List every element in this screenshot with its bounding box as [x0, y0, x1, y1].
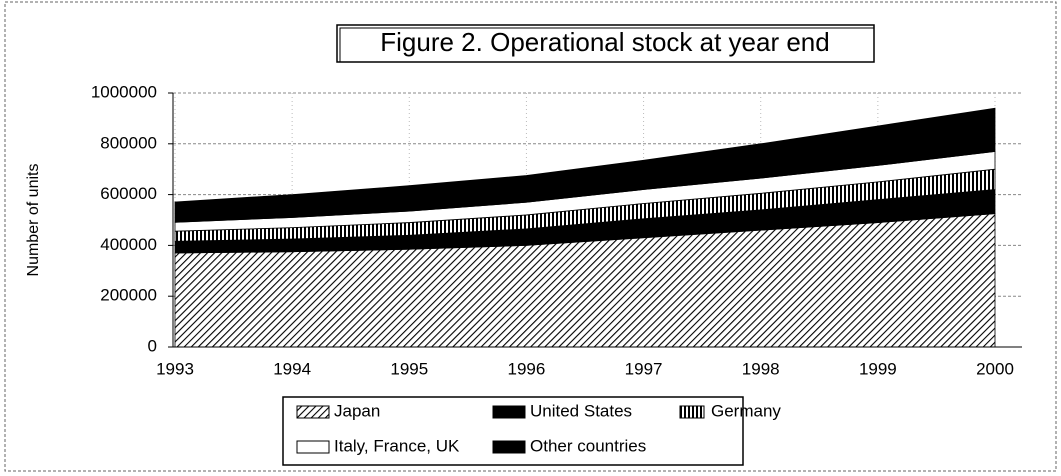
legend-label: Germany	[711, 401, 781, 420]
y-tick-label: 800000	[100, 133, 157, 152]
x-tick-label: 2000	[976, 359, 1014, 378]
area	[174, 107, 996, 223]
title-shadow	[339, 27, 875, 63]
x-tick-label: 1996	[508, 359, 546, 378]
frame	[4, 1, 1057, 472]
legend-swatch	[492, 440, 526, 454]
y-tick-label: 0	[148, 336, 157, 355]
x-tick-label: 1994	[273, 359, 311, 378]
legend-swatch	[679, 405, 705, 419]
legend-label: Italy, France, UK	[334, 436, 460, 455]
y-tick-label: 600000	[100, 184, 157, 203]
y-tick-label: 1000000	[91, 82, 157, 101]
y-tick-label: 400000	[100, 235, 157, 254]
x-tick-label: 1998	[742, 359, 780, 378]
chart-title: Figure 2. Operational stock at year end	[380, 27, 829, 57]
x-tick-label: 1995	[390, 359, 428, 378]
legend-swatch	[296, 405, 330, 419]
legend-swatch	[492, 405, 526, 419]
legend-swatch	[296, 440, 330, 454]
y-axis-label: Number of units	[25, 164, 42, 277]
x-tick-label: 1999	[859, 359, 897, 378]
x-tick-label: 1997	[625, 359, 663, 378]
x-tick-label: 1993	[156, 359, 194, 378]
legend-label: Other countries	[530, 436, 646, 455]
y-tick-label: 200000	[100, 286, 157, 305]
legend-label: Japan	[334, 401, 380, 420]
legend-label: United States	[530, 401, 632, 420]
